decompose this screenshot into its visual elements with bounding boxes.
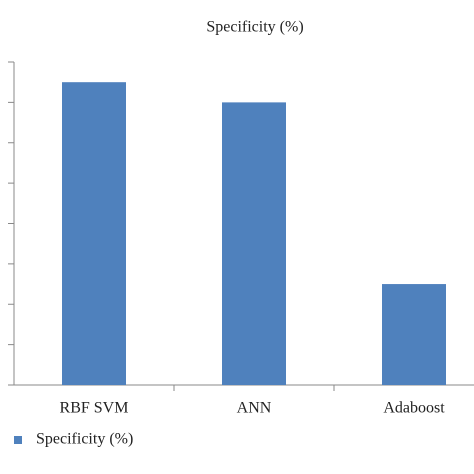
bar xyxy=(62,82,126,385)
legend-label: Specificity (%) xyxy=(36,431,133,448)
x-tick-label: ANN xyxy=(237,400,272,417)
x-tick-label: Adaboost xyxy=(383,400,445,417)
legend-swatch xyxy=(14,436,22,444)
bar xyxy=(382,284,446,385)
x-tick-label: RBF SVM xyxy=(60,400,129,417)
chart-title: Specificity (%) xyxy=(206,19,303,36)
bar xyxy=(222,102,286,385)
